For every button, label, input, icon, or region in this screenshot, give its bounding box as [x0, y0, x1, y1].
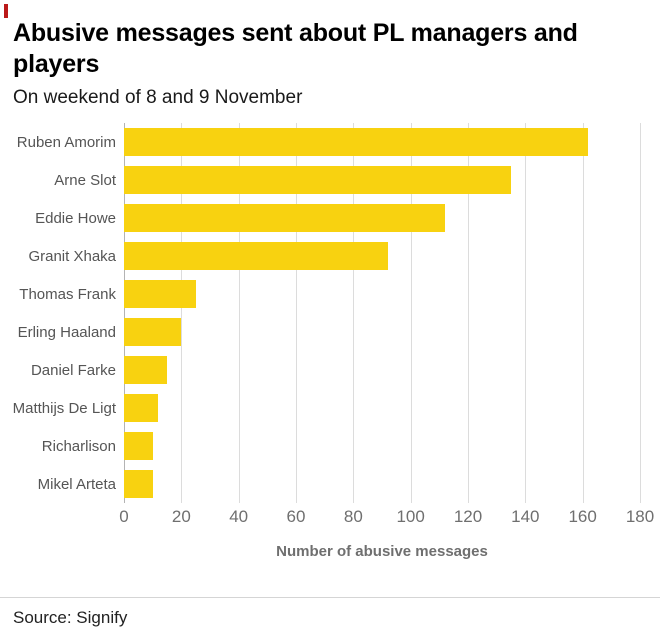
chart-row: Matthijs De Ligt — [13, 389, 640, 427]
chart-row: Granit Xhaka — [28, 237, 640, 275]
chart-header: Abusive messages sent about PL managers … — [0, 0, 660, 109]
gridline — [640, 123, 641, 503]
chart-row: Richarlison — [42, 427, 640, 465]
bar — [124, 204, 446, 232]
chart-footer: Source: Signify — [0, 597, 660, 640]
chart-row: Ruben Amorim — [17, 123, 640, 161]
category-label: Granit Xhaka — [28, 247, 116, 265]
bar — [124, 128, 589, 156]
chart-row: Erling Haaland — [18, 313, 640, 351]
chart-row: Mikel Arteta — [38, 465, 640, 503]
x-tick-label: 0 — [119, 507, 129, 526]
category-label: Richarlison — [41, 437, 116, 455]
bar — [124, 470, 153, 498]
category-label: Eddie Howe — [35, 209, 116, 227]
category-label: Ruben Amorim — [16, 133, 116, 151]
x-axis-ticks: 0 20 40 60 80 100 120 140 160 180 — [119, 507, 654, 533]
x-tick-label: 160 — [568, 507, 597, 526]
bar — [124, 280, 196, 308]
category-label: Mikel Arteta — [37, 475, 116, 493]
source-credit: Source: Signify — [13, 608, 128, 627]
chart-title: Abusive messages sent about PL managers … — [13, 19, 578, 78]
x-tick-label: 180 — [625, 507, 655, 526]
chart-row: Daniel Farke — [31, 351, 640, 389]
category-label: Erling Haaland — [17, 323, 116, 341]
category-label: Arne Slot — [54, 171, 116, 189]
bar — [124, 394, 159, 422]
category-label: Thomas Frank — [19, 285, 116, 303]
x-axis-label: Number of abusive messages — [276, 543, 488, 560]
chart-row: Eddie Howe — [35, 199, 640, 237]
chart-rows: Ruben Amorim Arne Slot Eddie Howe Granit Xh… — [13, 123, 640, 503]
x-tick-label: 20 — [171, 507, 191, 526]
bar — [124, 166, 511, 194]
bar — [124, 318, 182, 346]
x-tick-label: 80 — [343, 507, 363, 526]
x-tick-label: 60 — [286, 507, 306, 526]
category-label: Daniel Farke — [30, 361, 116, 379]
bar — [124, 356, 167, 384]
chart-row: Arne Slot — [54, 161, 640, 199]
x-tick-label: 100 — [396, 507, 425, 526]
bar-chart: Ruben Amorim Arne Slot Eddie Howe Granit Xh… — [0, 123, 660, 560]
brand-red-tick — [4, 4, 8, 18]
chart-subtitle: On weekend of 8 and 9 November — [13, 87, 303, 108]
x-tick-label: 140 — [511, 507, 540, 526]
x-tick-label: 40 — [229, 507, 249, 526]
chart-row: Thomas Frank — [19, 275, 640, 313]
bar — [124, 432, 153, 460]
x-tick-label: 120 — [453, 507, 483, 526]
category-label: Matthijs De Ligt — [12, 399, 116, 417]
bar — [124, 242, 388, 270]
